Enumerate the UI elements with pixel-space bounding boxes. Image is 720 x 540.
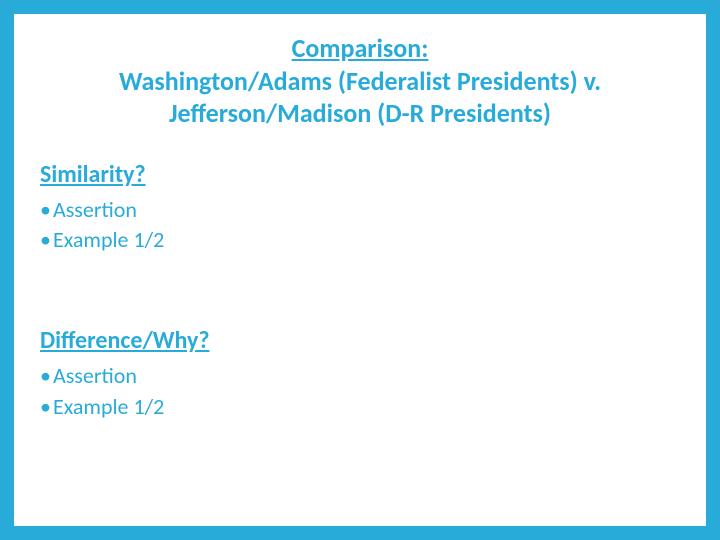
section-heading: Similarity? (40, 160, 680, 189)
title-line-2: Washington/Adams (Federalist Presidents)… (40, 65, 680, 98)
section-difference: Difference/Why? Assertion Example 1/2 (40, 326, 680, 423)
bullet-item: Example 1/2 (40, 392, 680, 423)
section-heading: Difference/Why? (40, 326, 680, 355)
bullet-item: Assertion (40, 195, 680, 226)
title-line-3: Jefferson/Madison (D-R Presidents) (40, 97, 680, 130)
section-similarity: Similarity? Assertion Example 1/2 (40, 160, 680, 257)
slide-frame: Comparison: Washington/Adams (Federalist… (14, 14, 706, 526)
bullet-item: Example 1/2 (40, 225, 680, 256)
title-block: Comparison: Washington/Adams (Federalist… (40, 32, 680, 130)
title-line-1: Comparison: (40, 32, 680, 65)
bullet-item: Assertion (40, 361, 680, 392)
